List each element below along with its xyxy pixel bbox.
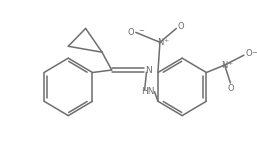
Text: −: − [138, 28, 144, 34]
Text: N: N [222, 61, 228, 70]
Text: O: O [245, 49, 252, 58]
Text: +: + [228, 61, 233, 66]
Text: N: N [145, 66, 152, 75]
Text: O: O [178, 22, 184, 31]
Text: N: N [157, 38, 163, 47]
Text: HN: HN [142, 87, 155, 96]
Text: O: O [127, 28, 134, 37]
Text: O: O [227, 84, 234, 93]
Text: −: − [251, 50, 257, 56]
Text: +: + [164, 38, 169, 43]
